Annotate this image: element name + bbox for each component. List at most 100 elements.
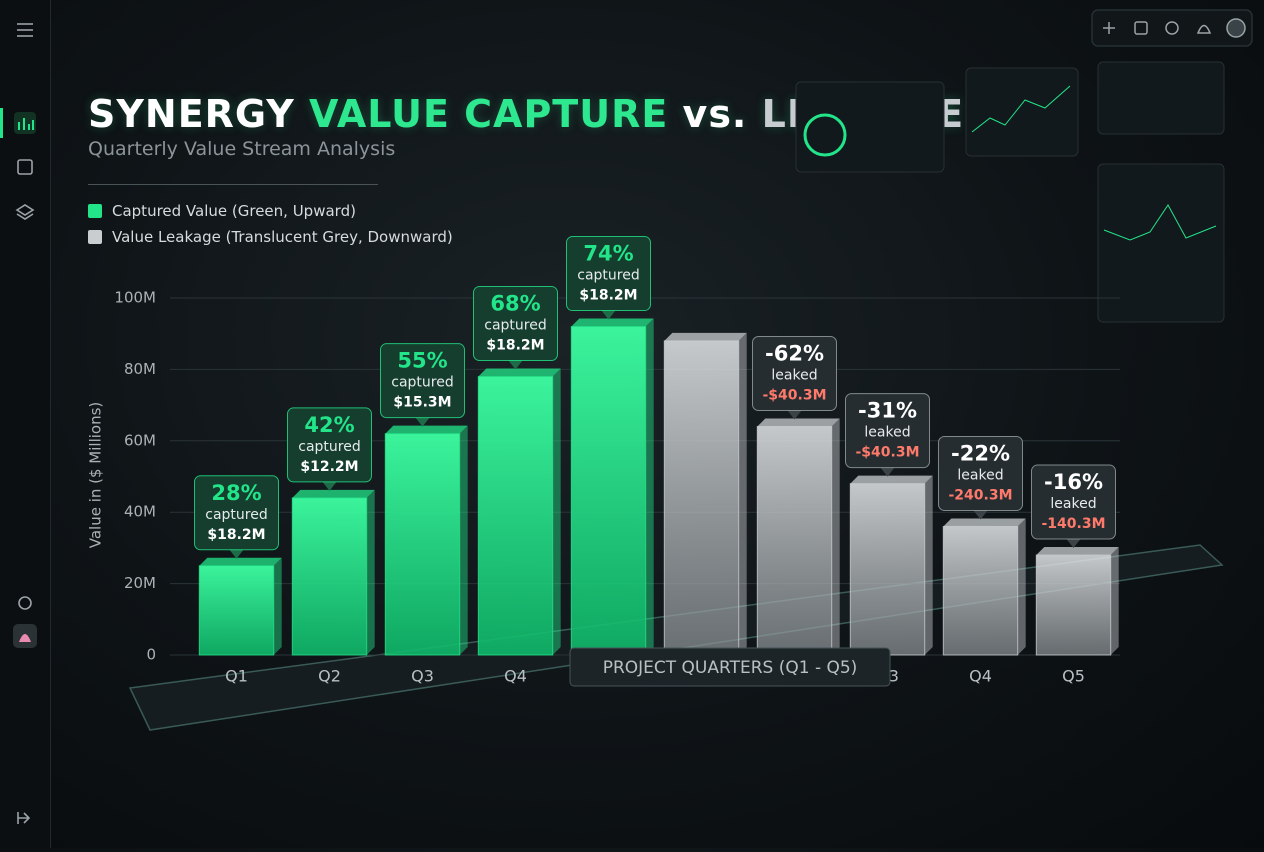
title-part: VALUE CAPTURE	[309, 92, 669, 136]
legend-swatch	[88, 204, 102, 218]
callout-percent: -16%	[1044, 470, 1103, 494]
y-tick-label: 80M	[124, 360, 156, 378]
callout-percent: -22%	[951, 441, 1010, 465]
y-tick-label: 60M	[124, 431, 156, 449]
bar-top	[292, 489, 375, 498]
sidebar-icons	[0, 23, 37, 824]
callout-box	[473, 286, 558, 362]
callout-percent: 68%	[490, 292, 540, 316]
bar-side	[1017, 518, 1026, 655]
callout-word: captured	[205, 507, 267, 523]
callout-word: leaked	[1050, 496, 1096, 512]
bar-top	[850, 475, 933, 484]
callout-percent: -31%	[858, 399, 917, 423]
bar-side	[1110, 547, 1119, 655]
bar-side	[645, 318, 654, 655]
legend-label: Value Leakage (Translucent Grey, Downwar…	[112, 228, 453, 246]
callout-word: captured	[298, 439, 360, 455]
x-tick-label: Q2	[318, 667, 341, 686]
y-tick-label: 20M	[124, 574, 156, 592]
settings-icon[interactable]	[1165, 21, 1179, 35]
callout-pointer	[1066, 539, 1081, 549]
x-tick-label: Q5	[597, 667, 620, 686]
legend: Captured Value (Green, Upward) Value Leak…	[88, 198, 453, 250]
y-axis-title: Value in ($ Millions)	[87, 402, 105, 549]
x-axis-title: PROJECT QUARTERS (Q1 - Q5)	[603, 658, 858, 678]
legend-item: Value Leakage (Translucent Grey, Downwar…	[88, 224, 453, 250]
title-part: vs.	[682, 92, 748, 136]
x-tick-label: Q4	[969, 667, 992, 686]
legend-label: Captured Value (Green, Upward)	[112, 202, 356, 220]
x-tick-label: Q2	[783, 667, 806, 686]
chart-subtitle: Quarterly Value Stream Analysis	[88, 138, 396, 160]
callout-pointer	[322, 481, 337, 491]
chart-title: SYNERGY VALUE CAPTURE vs. LEAKAGE	[88, 92, 964, 136]
x-tick-label: Q3	[411, 667, 434, 686]
settings-icon[interactable]	[18, 596, 32, 610]
callout-box	[566, 236, 651, 312]
x-axis-title-box	[569, 647, 891, 687]
callout-box	[380, 343, 465, 419]
callout-percent: 55%	[397, 349, 447, 373]
title-part: SYNERGY	[88, 92, 295, 136]
bar-side	[552, 368, 561, 655]
bar	[756, 426, 833, 656]
callout-word: leaked	[864, 425, 910, 441]
bar	[384, 433, 461, 656]
y-tick-label: 40M	[124, 503, 156, 521]
bar-side	[459, 425, 468, 655]
callout-percent: 74%	[583, 242, 633, 266]
callout-pointer	[601, 310, 616, 320]
callout-word: captured	[577, 268, 639, 284]
bar	[477, 376, 554, 656]
bar-top	[385, 425, 468, 434]
callout-box	[1031, 464, 1116, 540]
bar-top	[478, 368, 561, 377]
top-toolbar	[1091, 9, 1253, 47]
callout-box	[194, 475, 279, 551]
callout-amount: $18.2M	[207, 527, 265, 543]
callout-pointer	[880, 467, 895, 477]
bar-top	[199, 557, 282, 566]
bar-side	[366, 489, 375, 655]
bar	[663, 340, 740, 656]
bar	[291, 497, 368, 656]
notification-icon[interactable]	[1196, 24, 1212, 34]
layers-icon[interactable]	[15, 204, 35, 220]
callout-pointer	[508, 360, 523, 370]
x-tick-label: Q4	[504, 667, 527, 686]
active-indicator	[0, 108, 3, 138]
callout-amount: $18.2M	[579, 288, 637, 304]
callout-box	[845, 393, 930, 469]
callout-percent: 28%	[211, 481, 261, 505]
callout-pointer	[415, 417, 430, 427]
callout-word: captured	[484, 318, 546, 334]
bar-side	[924, 475, 933, 655]
sidebar	[0, 0, 51, 848]
report-icon[interactable]	[17, 159, 33, 175]
bar-side	[273, 557, 282, 655]
callout-amount: $12.2M	[300, 459, 358, 475]
bar-side	[738, 332, 747, 655]
platform	[128, 544, 1224, 731]
logout-icon[interactable]	[17, 812, 31, 824]
bar-top	[943, 518, 1026, 527]
callout-amount: -240.3M	[948, 487, 1012, 503]
bar	[849, 483, 926, 656]
bar	[570, 326, 647, 656]
avatar[interactable]	[1226, 18, 1246, 38]
add-icon[interactable]	[1103, 22, 1115, 34]
callout-box	[287, 407, 372, 483]
bar	[198, 565, 275, 656]
alert-icon	[19, 634, 31, 642]
callout-box	[752, 336, 837, 412]
export-icon[interactable]	[1134, 21, 1148, 35]
y-tick-label: 0	[146, 646, 156, 664]
callout-pointer	[229, 549, 244, 559]
bar	[1035, 554, 1112, 656]
callout-amount: -140.3M	[1041, 516, 1105, 532]
title-part: LEAKAGE	[761, 92, 965, 136]
bar-top	[571, 318, 654, 327]
bar-top	[757, 418, 840, 427]
legend-item: Captured Value (Green, Upward)	[88, 198, 453, 224]
